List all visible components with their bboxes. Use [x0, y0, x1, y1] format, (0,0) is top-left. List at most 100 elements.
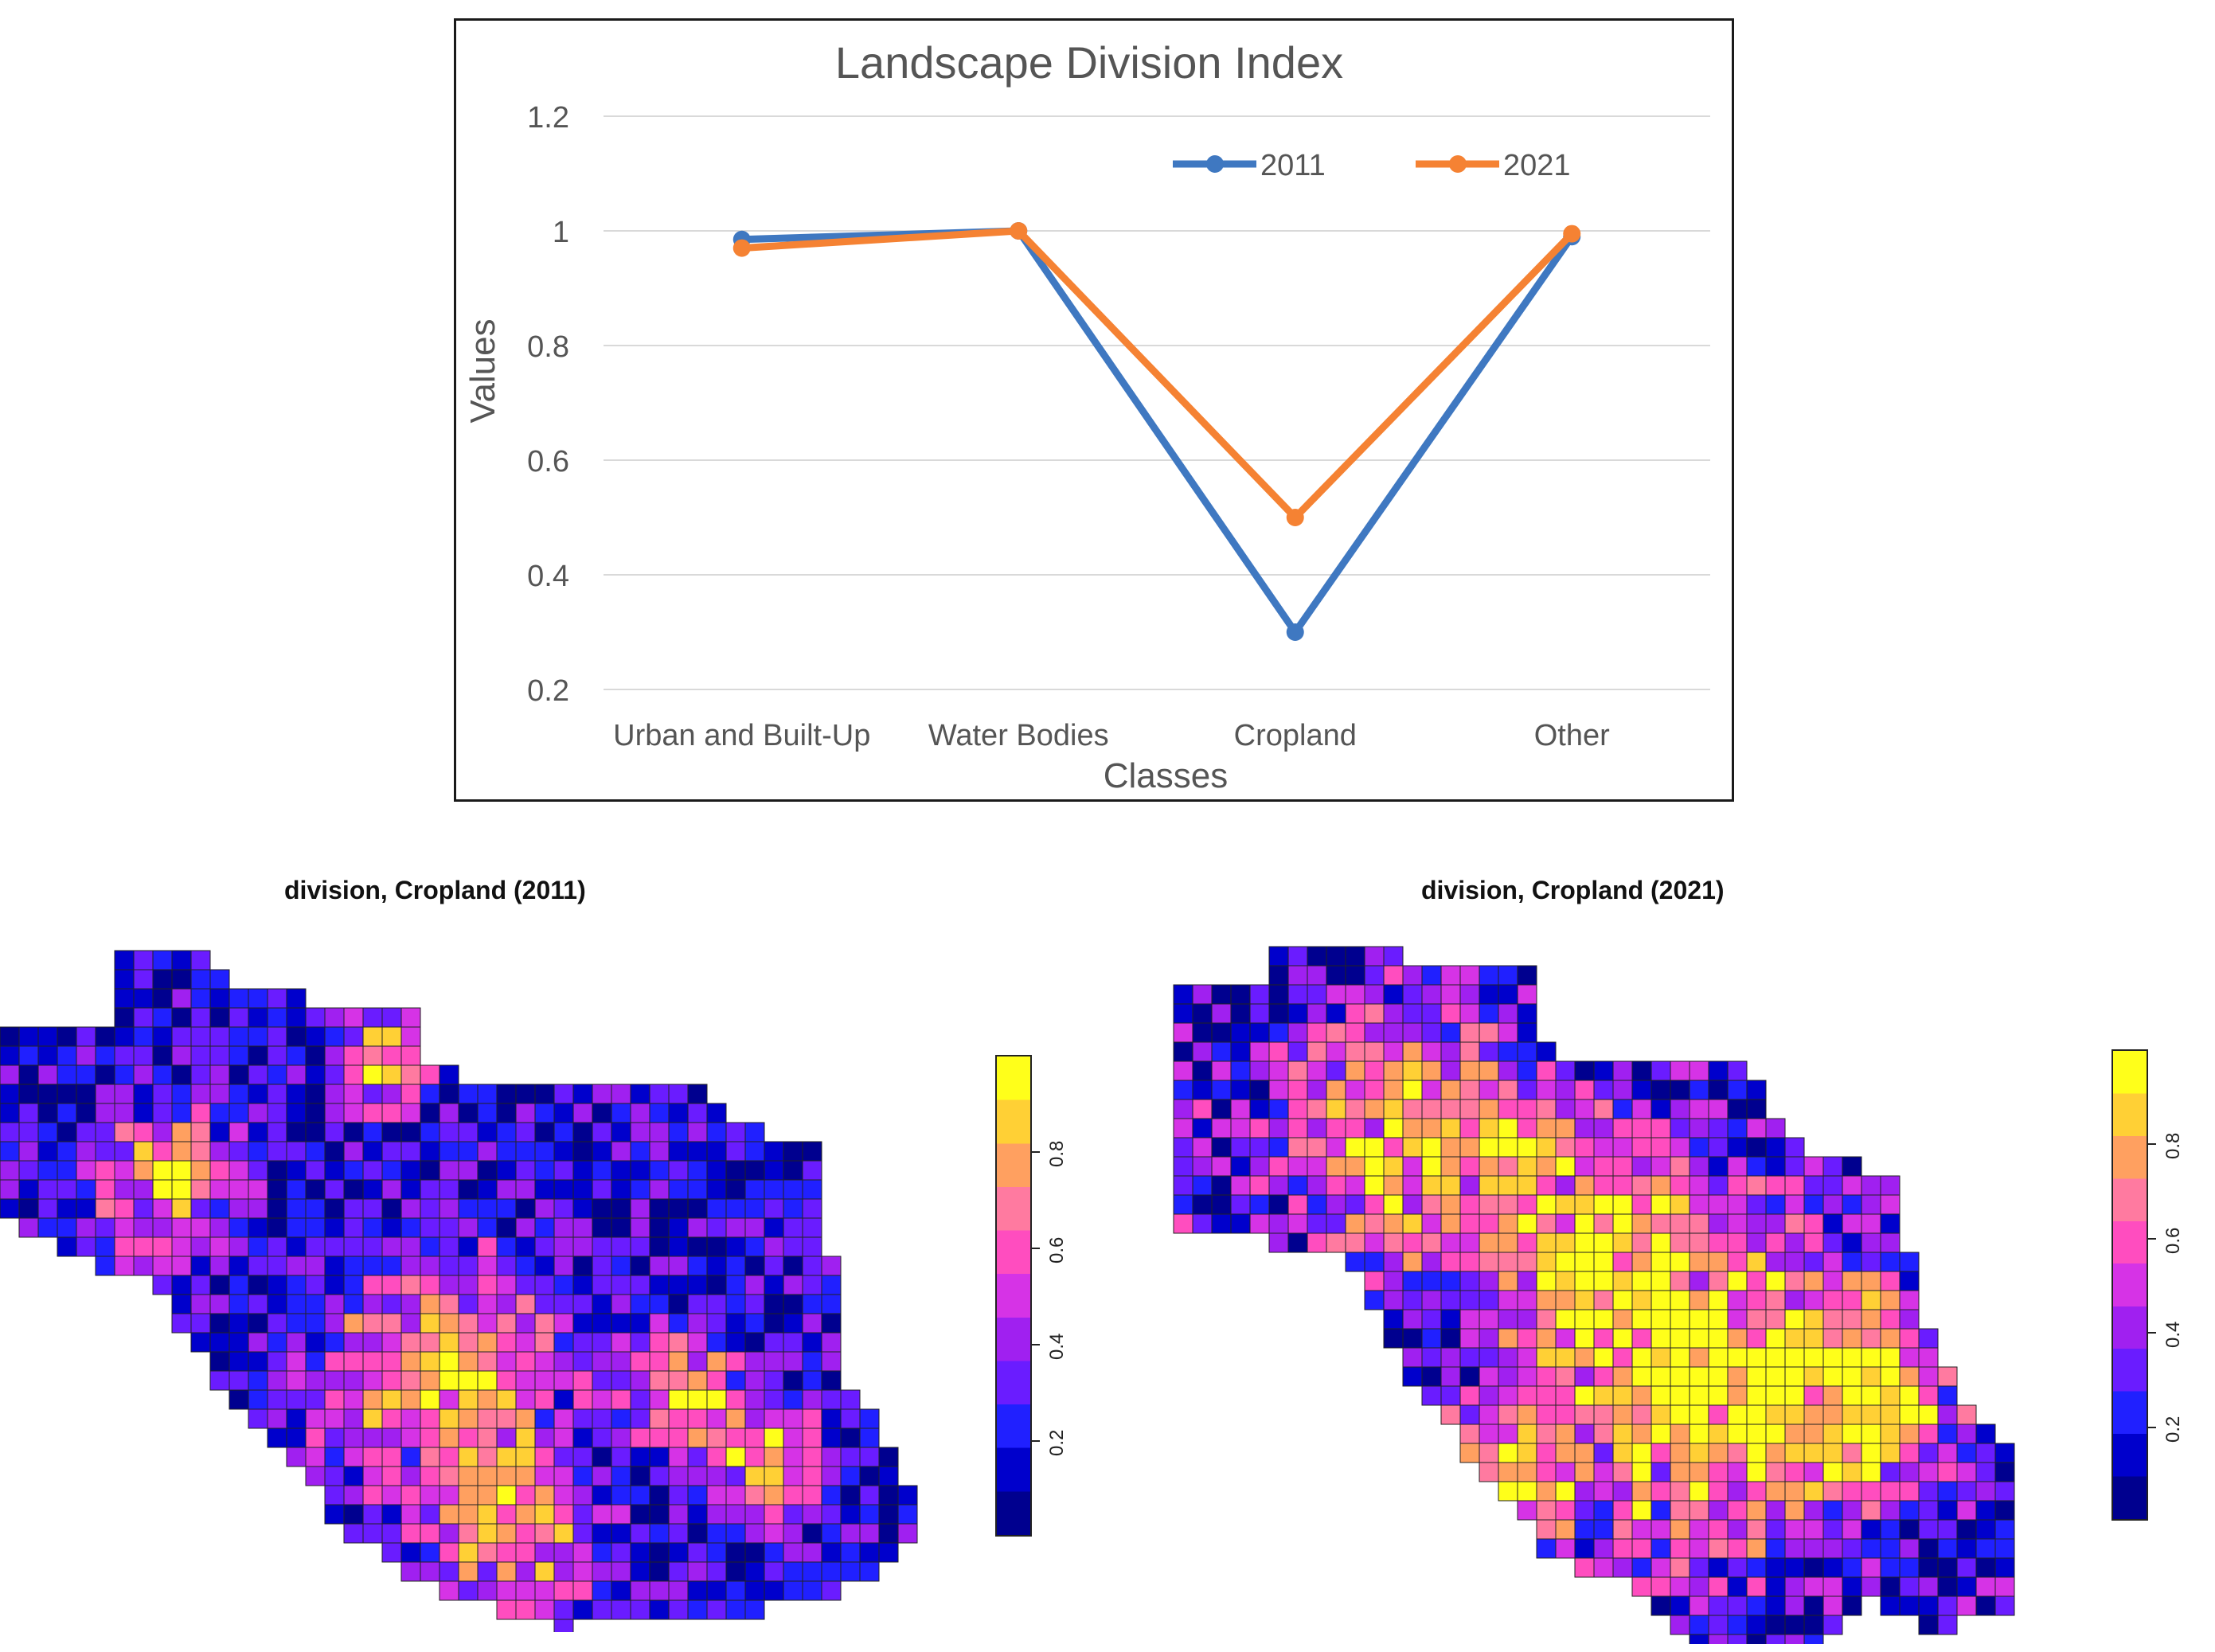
- raster-cell: [1842, 1194, 1862, 1215]
- raster-cell: [1326, 1003, 1346, 1024]
- raster-cell: [1268, 1099, 1289, 1119]
- raster-cell: [133, 1141, 154, 1162]
- raster-cell: [897, 1485, 918, 1506]
- raster-cell: [1689, 1252, 1709, 1272]
- raster-cell: [515, 1580, 536, 1601]
- raster-cell: [572, 1084, 593, 1104]
- raster-cell: [229, 1141, 249, 1162]
- raster-cell: [1326, 1213, 1346, 1234]
- raster-cell: [802, 1542, 822, 1563]
- raster-cell: [1765, 1538, 1786, 1559]
- raster-cell: [477, 1332, 498, 1353]
- raster-cell: [1440, 1347, 1461, 1368]
- raster-cell: [1631, 1271, 1652, 1291]
- raster-cell: [381, 1045, 402, 1066]
- raster-cell: [1918, 1615, 1939, 1635]
- raster-cell: [649, 1294, 670, 1314]
- raster-cell: [477, 1103, 498, 1123]
- raster-cell: [1689, 1634, 1709, 1644]
- raster-cell: [57, 1236, 77, 1257]
- raster-cell: [1689, 1404, 1709, 1425]
- raster-cell: [1211, 1213, 1232, 1234]
- raster-cell: [1727, 1099, 1748, 1119]
- raster-cell: [1192, 1003, 1213, 1024]
- raster-cell: [1670, 1538, 1690, 1559]
- raster-cell: [878, 1485, 899, 1506]
- raster-cell: [267, 1084, 287, 1104]
- raster-cell: [171, 1217, 192, 1238]
- raster-cell: [1440, 1404, 1461, 1425]
- raster-cell: [1459, 1118, 1480, 1138]
- raster-cell: [209, 1064, 230, 1085]
- raster-cell: [821, 1256, 842, 1276]
- raster-cell: [783, 1198, 803, 1219]
- raster-cell: [477, 1275, 498, 1295]
- raster-cell: [534, 1332, 555, 1353]
- raster-cell: [248, 1332, 268, 1353]
- raster-cell: [1421, 1099, 1442, 1119]
- raster-cell: [1861, 1175, 1881, 1196]
- raster-cell: [114, 969, 135, 990]
- raster-cell: [324, 1427, 345, 1448]
- raster-cell: [534, 1580, 555, 1601]
- raster-cell: [1555, 1175, 1576, 1196]
- raster-cell: [458, 1313, 479, 1334]
- raster-cell: [572, 1504, 593, 1525]
- raster-cell: [1803, 1462, 1824, 1482]
- raster-cell: [649, 1103, 670, 1123]
- raster-cell: [1727, 1557, 1748, 1578]
- raster-cell: [324, 1236, 345, 1257]
- raster-cell: [1364, 1232, 1385, 1253]
- raster-cell: [229, 1103, 249, 1123]
- raster-cell: [515, 1160, 536, 1181]
- raster-cell: [1880, 1328, 1901, 1349]
- raster-cell: [1326, 1194, 1346, 1215]
- raster-cell: [534, 1561, 555, 1582]
- raster-cell: [706, 1561, 727, 1582]
- raster-cell: [1803, 1519, 1824, 1540]
- raster-cell: [248, 1084, 268, 1104]
- raster-cell: [706, 1599, 727, 1620]
- raster-cell: [57, 1179, 77, 1200]
- raster-cell: [1555, 1213, 1576, 1234]
- raster-cell: [764, 1485, 784, 1506]
- raster-cell: [439, 1389, 459, 1410]
- raster-cell: [1383, 1099, 1404, 1119]
- raster-cell: [1498, 1366, 1518, 1387]
- colorbar-tick-mark: [2148, 1332, 2156, 1334]
- raster-cell: [592, 1275, 612, 1295]
- raster-cell: [439, 1064, 459, 1085]
- raster-cell: [553, 1485, 574, 1506]
- raster-cell: [248, 1217, 268, 1238]
- raster-cell: [324, 1084, 345, 1104]
- raster-cell: [1784, 1213, 1805, 1234]
- raster-cell: [1364, 984, 1385, 1005]
- raster-cell: [286, 1447, 307, 1467]
- raster-cell: [343, 1198, 364, 1219]
- raster-cell: [1574, 1481, 1595, 1502]
- raster-cell: [1536, 1080, 1557, 1100]
- raster-cell: [1880, 1481, 1901, 1502]
- raster-cell: [783, 1236, 803, 1257]
- raster-cell: [764, 1236, 784, 1257]
- raster-cell: [1631, 1232, 1652, 1253]
- raster-cell: [1746, 1175, 1767, 1196]
- raster-cell: [1918, 1519, 1939, 1540]
- raster-cell: [1593, 1290, 1614, 1310]
- raster-cell: [515, 1427, 536, 1448]
- raster-cell: [152, 1045, 173, 1066]
- raster-cell: [1899, 1538, 1920, 1559]
- raster-cell: [1784, 1252, 1805, 1272]
- raster-cell: [286, 1084, 307, 1104]
- raster-cell: [1956, 1481, 1977, 1502]
- raster-cell: [477, 1542, 498, 1563]
- raster-cell: [668, 1141, 689, 1162]
- raster-cell: [420, 1064, 440, 1085]
- raster-cell: [171, 1256, 192, 1276]
- raster-cell: [1593, 1213, 1614, 1234]
- raster-cell: [267, 1160, 287, 1181]
- raster-cell: [1230, 1137, 1251, 1158]
- raster-cell: [611, 1236, 631, 1257]
- data-point-2011: [1286, 623, 1304, 641]
- raster-cell: [1746, 1519, 1767, 1540]
